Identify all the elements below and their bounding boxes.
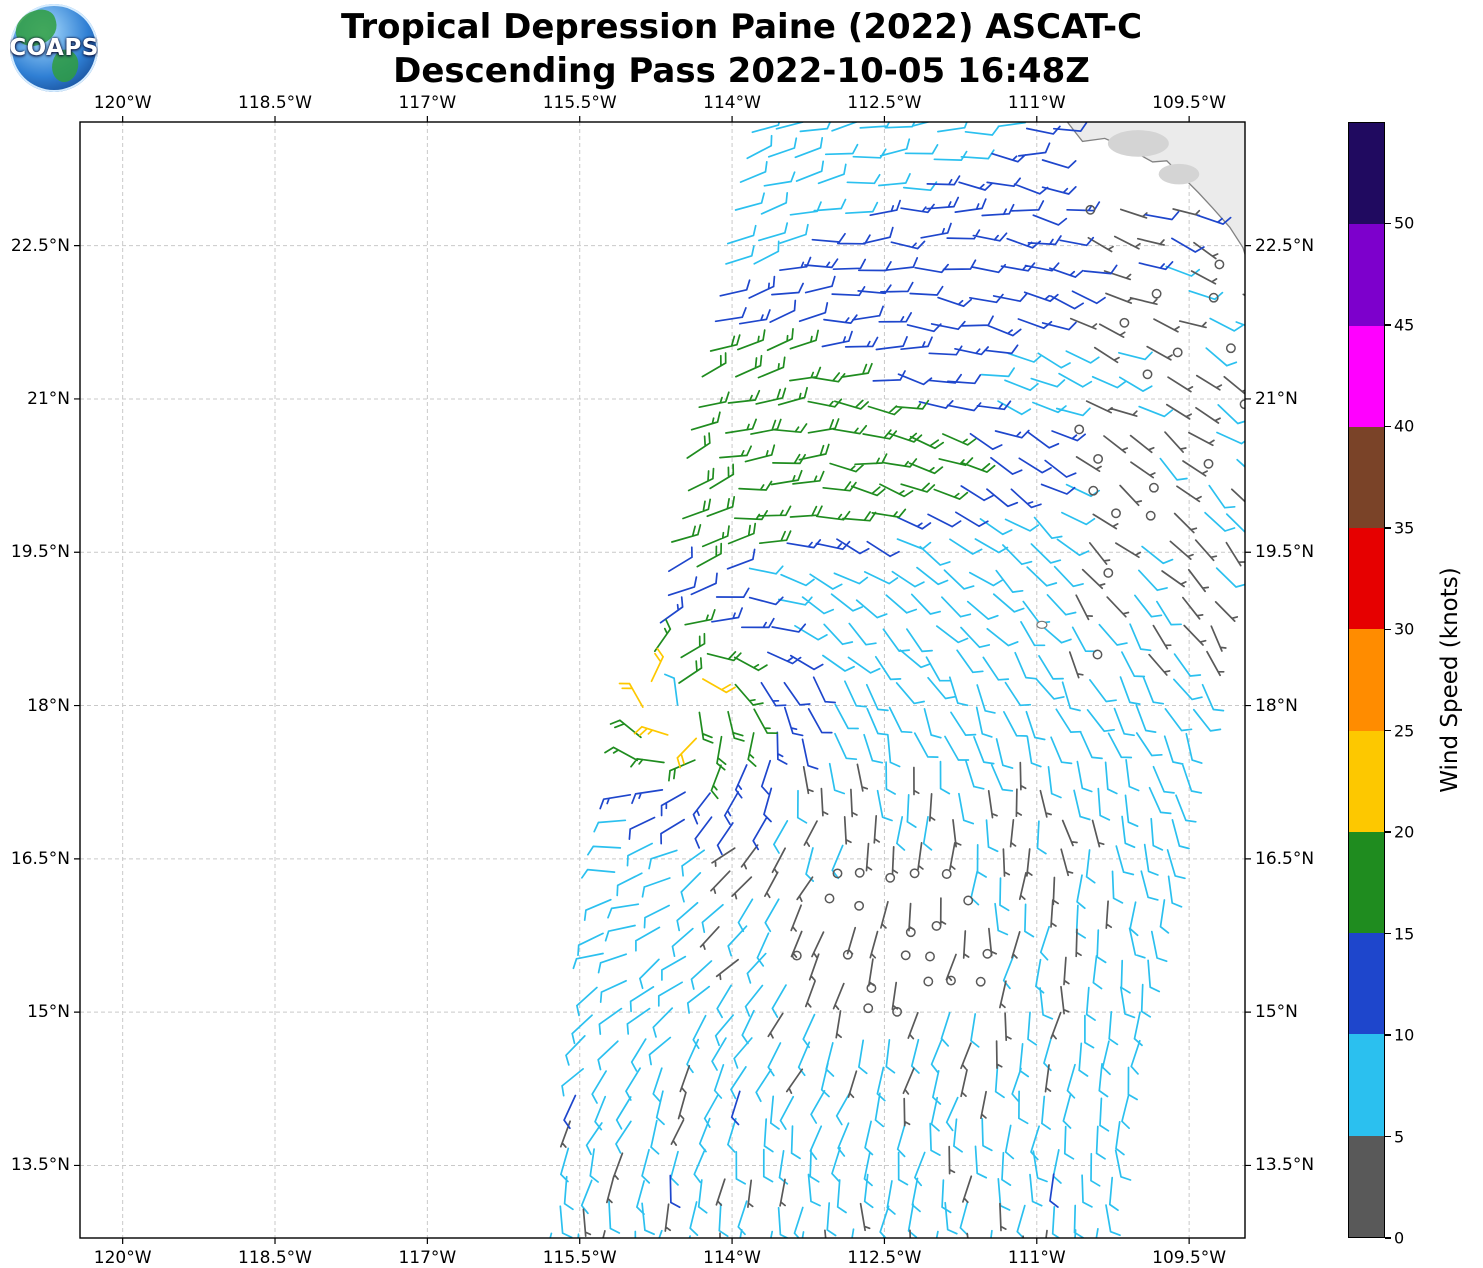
calm-wind-circle: [1092, 649, 1103, 660]
calm-wind-circle: [1085, 204, 1096, 215]
calm-wind-circle: [900, 950, 911, 961]
colorbar-segment-15-20: [1349, 831, 1384, 934]
calm-wind-circle: [791, 950, 802, 961]
calm-wind-circle: [863, 1003, 874, 1014]
calm-wind-circle: [866, 983, 877, 993]
colorbar-label: Wind Speed (knots): [1437, 567, 1463, 793]
calm-wind-circle: [1074, 424, 1085, 435]
calm-wind-circle: [1103, 567, 1114, 578]
axis-tick-marks: [74, 116, 1251, 1244]
calm-wind-circle: [1214, 259, 1225, 270]
calm-wind-circle: [982, 948, 993, 959]
colorbar-segment-40-45: [1349, 325, 1384, 427]
island-outline: [1036, 620, 1048, 629]
calm-wind-circle: [1225, 343, 1236, 354]
colorbar-segment-25-30: [1349, 629, 1384, 731]
calm-wind-circle: [885, 872, 896, 883]
calm-wind-circle: [854, 867, 865, 878]
colorbar-segment-10-15: [1349, 933, 1384, 1035]
calm-wind-circle: [854, 900, 865, 911]
chart-title: Tropical Depression Paine (2022) ASCAT-C…: [0, 6, 1483, 93]
colorbar-segment-50-55: [1349, 123, 1384, 225]
colorbar-segment-35-40: [1349, 426, 1384, 529]
land-shading: [1158, 163, 1200, 185]
calm-wind-circle: [946, 975, 956, 986]
wind-barbs: [563, 122, 1232, 1209]
calm-wind-circle: [1151, 288, 1162, 299]
calm-wind-circle: [1093, 453, 1104, 464]
logo-text: COAPS: [10, 35, 98, 61]
calm-wind-circle: [824, 893, 835, 904]
calm-wind-circle: [1145, 510, 1156, 521]
title-line-1: Tropical Depression Paine (2022) ASCAT-C: [340, 7, 1143, 47]
calm-wind-circle: [963, 895, 974, 906]
wind-barbs: [618, 647, 736, 769]
calm-wind-circle: [931, 920, 942, 931]
colorbar-segment-30-35: [1349, 528, 1384, 630]
colorbar-label-wrap: Wind Speed (knots): [1428, 122, 1472, 1238]
land-shading: [1107, 130, 1169, 157]
calm-wind-circle: [892, 1006, 903, 1017]
calm-wind-circle: [832, 868, 843, 879]
calm-wind-circle: [923, 976, 934, 987]
calm-wind-circle: [975, 976, 986, 987]
calm-wind-circle: [1172, 347, 1183, 358]
calm-wind-circle: [925, 951, 935, 962]
wind-barbs: [559, 208, 1245, 1238]
colorbar: [1348, 122, 1385, 1238]
calm-wind-circle: [1203, 458, 1214, 469]
coaps-logo: COAPS: [10, 4, 98, 92]
calm-wind-circle: [905, 927, 916, 938]
calm-wind-circle: [1208, 292, 1219, 303]
wind-barbs: [604, 328, 996, 800]
wind-barbs: [549, 122, 1245, 1238]
colorbar-segment-45-50: [1349, 224, 1384, 326]
calm-wind-circle: [1111, 508, 1121, 519]
gridlines: [80, 122, 1245, 1238]
colorbar-segment-0-5: [1349, 1135, 1384, 1237]
calm-wind-circle: [1142, 369, 1153, 380]
colorbar-segment-5-10: [1349, 1034, 1384, 1136]
calm-wind-circle: [941, 869, 952, 879]
calm-wind-circle: [1119, 317, 1130, 328]
plot-border: [79, 121, 1246, 1239]
calm-wind-circle: [842, 949, 853, 960]
title-line-2: Descending Pass 2022-10-05 16:48Z: [393, 50, 1090, 91]
calm-wind-circle: [909, 868, 920, 879]
colorbar-segment-20-25: [1349, 730, 1384, 832]
map-content: [80, 122, 1245, 1238]
calm-wind-circle: [1148, 482, 1159, 493]
wind-barb-layer: [549, 122, 1245, 1238]
calm-wind-circle: [1088, 485, 1099, 496]
